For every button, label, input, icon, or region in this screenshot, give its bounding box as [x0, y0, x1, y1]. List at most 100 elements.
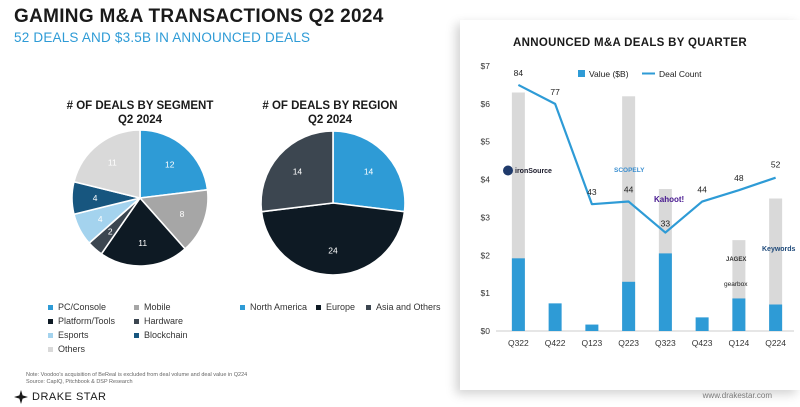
- segment-legend-item-esports: Esports: [48, 330, 89, 340]
- segment-chart-title: # OF DEALS BY SEGMENT: [66, 100, 214, 112]
- bar-value-Q322: [511, 258, 525, 331]
- segment-legend-item-blockchain: Blockchain: [134, 330, 188, 340]
- y-tick-label: $7: [481, 61, 491, 71]
- x-tick-label-Q322: Q322: [508, 338, 529, 348]
- quarterly-chart-title: ANNOUNCED M&A DEALS BY QUARTER: [513, 37, 747, 49]
- y-tick-label: $3: [481, 212, 491, 222]
- segment-legend-swatch: [48, 304, 53, 310]
- legend-count-label: Deal Count: [659, 69, 702, 79]
- x-tick-label-Q423: Q423: [692, 338, 713, 348]
- region-chart-title: # OF DEALS BY REGION: [262, 100, 398, 112]
- segment-legend-item-pc-console: PC/Console: [48, 302, 106, 312]
- region-pie-chart: 14 24 14: [260, 130, 406, 276]
- bar-value-Q123: [585, 324, 599, 331]
- bar-value-Q224: [769, 304, 783, 331]
- page-title: GAMING M&A TRANSACTIONS Q2 2024: [14, 6, 384, 27]
- x-tick-label-Q123: Q123: [581, 338, 602, 348]
- region-legend-item-asia-and-others: Asia and Others: [366, 302, 441, 312]
- segment-legend-label: Platform/Tools: [58, 316, 116, 326]
- segment-legend-swatch: [48, 332, 53, 338]
- bar-value-Q422: [548, 303, 562, 331]
- segment-legend-swatch: [134, 332, 139, 338]
- footer-url[interactable]: www.drakestar.com: [702, 391, 772, 400]
- deal-count-label-Q423: 44: [697, 185, 707, 195]
- segment-label-mobile: 8: [180, 209, 185, 219]
- segment-legend-item-platform-tools: Platform/Tools: [48, 316, 115, 326]
- logo-kahoot: Kahoot!: [654, 195, 684, 204]
- deal-count-label-Q323: 33: [661, 219, 671, 229]
- bar-total-Q224: [769, 198, 783, 331]
- legend-value-swatch: [578, 70, 585, 77]
- footnote-line-2: Source: CapIQ, Pitchbook & DSP Research: [26, 379, 133, 385]
- logo-keywords: Keywords: [762, 246, 796, 253]
- footnote-line-1: Note: Voodoo's acquisition of BeReal is …: [26, 372, 248, 378]
- segment-legend-item-hardware: Hardware: [134, 316, 183, 326]
- segment-legend-label: Esports: [58, 330, 89, 340]
- segment-slice-pc-console: [139, 129, 209, 199]
- bar-value-Q124: [732, 298, 746, 331]
- y-tick-label: $2: [481, 250, 491, 260]
- segment-legend: PC/Console Mobile Platform/Tools Hardware Es…: [48, 302, 248, 362]
- bar-value-Q423: [695, 317, 709, 331]
- brand-name: DRAKE STAR: [32, 391, 107, 403]
- segment-label-esports: 4: [98, 214, 103, 224]
- segment-legend-item-mobile: Mobile: [134, 302, 171, 312]
- x-tick-label-Q224: Q224: [765, 338, 786, 348]
- segment-label-platform-tools: 11: [138, 238, 147, 248]
- segment-label-pc-console: 12: [165, 159, 175, 169]
- region-legend: North America Europe Asia and Others: [240, 302, 450, 314]
- segment-chart-subtitle: Q2 2024: [117, 114, 163, 126]
- region-legend-swatch: [240, 304, 245, 310]
- logo-jagex: JAGEX: [726, 257, 746, 263]
- region-label-asia-and-others: 14: [293, 166, 303, 176]
- segment-legend-swatch: [48, 346, 53, 352]
- y-tick-label: $1: [481, 288, 491, 298]
- segment-label-blockchain: 4: [93, 193, 98, 203]
- region-label-north-america: 14: [364, 166, 374, 176]
- y-tick-label: $5: [481, 137, 491, 147]
- region-legend-swatch: [316, 304, 321, 310]
- segment-legend-item-others: Others: [48, 344, 85, 354]
- region-slice-north-america: [332, 130, 406, 213]
- region-legend-item-europe: Europe: [316, 302, 355, 312]
- region-chart-heading: # OF DEALS BY REGION Q2 2024: [250, 99, 410, 127]
- region-legend-label: Asia and Others: [376, 302, 441, 312]
- y-tick-label: $0: [481, 326, 491, 336]
- legend-value-label: Value ($B): [589, 69, 629, 79]
- brand-logo: DRAKE STAR: [14, 390, 106, 404]
- segment-legend-label: Others: [58, 344, 86, 354]
- region-legend-item-north-america: North America: [240, 302, 307, 312]
- quarterly-combo-chart: $0 $1 $2 $3 $4 $5 $6 $7 Q322 Q422 Q123 Q223 Q323 Q423…: [481, 61, 796, 348]
- deal-count-label-Q322: 84: [514, 68, 524, 78]
- segment-chart-heading: # OF DEALS BY SEGMENT Q2 2024: [55, 99, 225, 127]
- logo-scopely: SCOPELY: [614, 167, 645, 174]
- deal-count-label-Q422: 77: [550, 87, 560, 97]
- segment-legend-swatch: [48, 318, 53, 324]
- region-chart-subtitle: Q2 2024: [307, 114, 353, 126]
- x-tick-label-Q124: Q124: [728, 338, 749, 348]
- deal-count-line: [517, 83, 776, 234]
- segment-label-hardware: 2: [108, 227, 113, 237]
- y-tick-label: $6: [481, 99, 491, 109]
- segment-label-others: 11: [108, 158, 117, 168]
- segment-legend-swatch: [134, 304, 139, 310]
- bar-total-Q223: [622, 96, 636, 332]
- logo-ironsource: ironSource: [515, 168, 552, 175]
- region-slice-europe: [260, 202, 406, 276]
- logo-gearbox: gearbox: [724, 281, 748, 288]
- segment-slice-platform-tools: [100, 196, 187, 267]
- segment-legend-label: Hardware: [144, 316, 184, 326]
- segment-legend-label: Mobile: [144, 302, 171, 312]
- deal-count-label-Q223: 44: [624, 185, 634, 195]
- region-legend-swatch: [366, 304, 371, 310]
- region-slice-asia-and-others: [260, 130, 334, 213]
- deal-count-label-Q224: 52: [771, 160, 781, 170]
- deal-count-label-Q124: 48: [734, 173, 744, 183]
- segment-legend-swatch: [134, 318, 139, 324]
- region-legend-label: North America: [250, 302, 308, 312]
- region-legend-label: Europe: [326, 302, 356, 312]
- star-icon: [14, 390, 28, 404]
- y-tick-label: $4: [481, 175, 491, 185]
- footnote: Note: Voodoo's acquisition of BeReal is …: [26, 372, 247, 386]
